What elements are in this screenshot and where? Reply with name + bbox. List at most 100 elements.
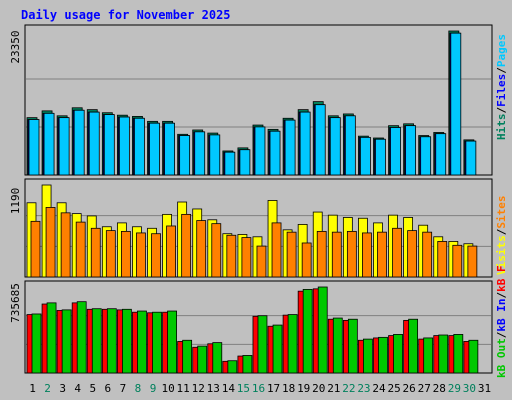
bar-kb-in-2 — [46, 302, 57, 374]
bar-sites-5 — [90, 227, 101, 278]
bar-sites-18 — [286, 231, 297, 278]
bar-sites-19 — [301, 242, 312, 278]
bar-sites-24 — [377, 231, 387, 278]
bar-kb-in-16 — [257, 315, 268, 374]
visits-panel-ymax-label: 1190 — [9, 188, 22, 215]
bar-kb-in-26 — [408, 318, 419, 374]
bar-pages-13 — [209, 134, 221, 176]
side-legend-segment: / — [495, 228, 508, 235]
bar-kb-in-7 — [121, 308, 132, 374]
visits-panel: 1190 — [9, 178, 493, 278]
bar-pages-19 — [299, 111, 311, 176]
bar-kb-in-29 — [453, 334, 464, 374]
kbytes-panel-ymax-label: 735685 — [9, 283, 22, 323]
bar-kb-in-25 — [393, 334, 403, 374]
bar-pages-12 — [194, 131, 206, 176]
day-label-31: 31 — [478, 382, 491, 395]
bar-sites-17 — [271, 222, 282, 278]
bar-pages-1 — [28, 119, 40, 176]
bar-kb-in-8 — [137, 310, 147, 374]
bar-sites-20 — [316, 230, 327, 278]
bar-kb-in-1 — [31, 313, 42, 374]
side-legend-segment: / — [495, 331, 508, 338]
bar-kb-in-21 — [332, 317, 343, 374]
day-label-13: 13 — [207, 382, 220, 395]
hits-panel: 23350 — [9, 24, 493, 176]
bar-pages-11 — [179, 135, 191, 176]
bar-sites-14 — [226, 234, 237, 278]
day-label-9: 9 — [150, 382, 157, 395]
day-label-20: 20 — [312, 382, 325, 395]
bar-sites-9 — [151, 233, 161, 278]
bar-kb-in-17 — [272, 324, 283, 374]
bar-pages-30 — [465, 140, 477, 176]
bar-sites-29 — [452, 244, 463, 278]
bar-pages-2 — [43, 112, 55, 176]
bar-sites-6 — [105, 230, 116, 278]
side-legend-segment: / — [495, 67, 508, 74]
day-label-11: 11 — [177, 382, 190, 395]
bar-sites-4 — [75, 221, 86, 278]
bar-pages-16 — [254, 126, 266, 176]
day-label-8: 8 — [135, 382, 142, 395]
kbytes-panel: 735685 — [9, 280, 493, 374]
bar-kb-in-19 — [302, 289, 313, 374]
bar-sites-25 — [392, 227, 402, 278]
bar-kb-in-27 — [423, 337, 434, 374]
bar-sites-7 — [120, 230, 131, 278]
side-legend-bottom: kB Out/kB In/kB F — [495, 265, 508, 378]
bar-pages-20 — [314, 104, 326, 176]
bar-sites-1 — [30, 220, 41, 278]
bar-kb-in-30 — [468, 339, 479, 374]
bar-sites-3 — [60, 212, 71, 278]
bar-sites-26 — [407, 230, 418, 278]
bar-sites-12 — [196, 220, 207, 278]
day-label-18: 18 — [282, 382, 295, 395]
bar-kb-in-14 — [227, 360, 238, 374]
hits-panel-ymax-label: 23350 — [9, 30, 22, 63]
bar-pages-26 — [405, 125, 417, 176]
bar-kb-in-10 — [167, 310, 177, 374]
bar-sites-30 — [467, 245, 478, 278]
side-legend-segment: Sites — [495, 196, 508, 229]
side-legend-segment: kB F — [495, 265, 508, 292]
side-legend-segment: / — [495, 292, 508, 299]
bar-pages-10 — [164, 122, 175, 176]
bar-pages-3 — [58, 117, 70, 176]
bar-kb-in-13 — [212, 342, 223, 374]
day-label-25: 25 — [387, 382, 400, 395]
day-label-28: 28 — [433, 382, 446, 395]
bar-sites-8 — [136, 232, 146, 278]
bar-sites-16 — [256, 245, 267, 278]
bar-sites-15 — [241, 237, 252, 278]
bar-pages-8 — [134, 117, 145, 176]
bar-pages-29 — [450, 32, 462, 176]
day-label-6: 6 — [105, 382, 112, 395]
day-label-5: 5 — [89, 382, 96, 395]
bar-pages-23 — [360, 136, 371, 176]
bar-pages-17 — [269, 130, 281, 176]
day-label-2: 2 — [44, 382, 51, 395]
bar-pages-4 — [73, 109, 85, 176]
bar-pages-7 — [118, 116, 130, 176]
bar-sites-13 — [211, 223, 222, 278]
day-label-29: 29 — [448, 382, 461, 395]
bar-pages-21 — [329, 117, 341, 176]
side-legend-segment: Visits — [495, 235, 508, 275]
bar-pages-25 — [390, 127, 401, 176]
bar-pages-27 — [420, 136, 432, 176]
bar-kb-in-24 — [378, 336, 388, 374]
bar-pages-22 — [344, 115, 356, 176]
bar-kb-in-15 — [242, 355, 253, 374]
side-legend-middle: Visits/Sites — [495, 196, 508, 276]
bar-pages-9 — [149, 122, 160, 176]
side-legend-segment: kB Out — [495, 338, 508, 378]
day-label-4: 4 — [74, 382, 81, 395]
bar-kb-in-22 — [347, 318, 358, 374]
day-label-7: 7 — [120, 382, 127, 395]
side-legend-segment: Files — [495, 74, 508, 107]
day-label-19: 19 — [297, 382, 310, 395]
bar-sites-23 — [362, 232, 372, 278]
bar-pages-14 — [224, 151, 236, 176]
